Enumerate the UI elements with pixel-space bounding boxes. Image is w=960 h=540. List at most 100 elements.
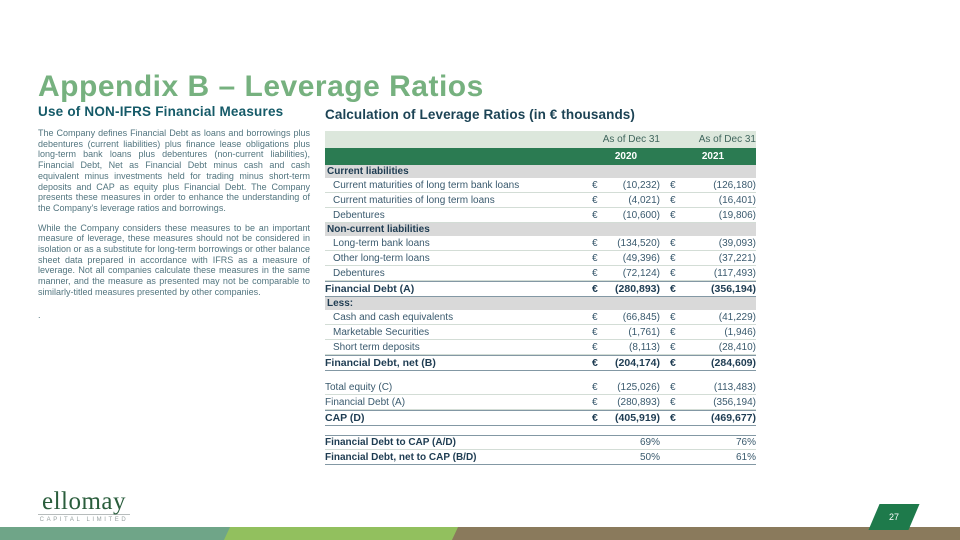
- table-row-data: Short term deposits € (8,113) € (28,410): [325, 340, 756, 355]
- row-label: Current maturities of long term bank loa…: [333, 179, 520, 191]
- table-header-year-row: 2020 2021: [325, 148, 756, 165]
- table-row-spacer: [325, 371, 756, 380]
- year-header-2021: 2021: [701, 151, 725, 162]
- row-label: Financial Debt to CAP (A/D): [325, 437, 456, 448]
- currency-symbol: €: [670, 252, 676, 264]
- value-2020: (72,124): [622, 267, 660, 279]
- table-header-period-row: As of Dec 31 As of Dec 31: [325, 131, 756, 148]
- left-panel-paragraph-2: While the Company considers these measur…: [38, 222, 310, 297]
- row-label: Long-term bank loans: [333, 237, 430, 249]
- value-2021: (356,194): [711, 283, 756, 295]
- section-header-label: Less:: [327, 298, 354, 309]
- currency-symbol: €: [670, 396, 676, 408]
- table-row-data: Debentures € (72,124) € (117,493): [325, 266, 756, 281]
- table-row-data: Long-term bank loans € (134,520) € (39,093): [325, 236, 756, 251]
- value-2021: (113,483): [713, 381, 756, 393]
- row-label: Financial Debt (A): [325, 396, 406, 408]
- period-label-2021: As of Dec 31: [698, 134, 756, 145]
- currency-symbol: €: [592, 194, 598, 206]
- row-label: Other long-term loans: [333, 252, 430, 264]
- row-label: Short term deposits: [333, 341, 420, 353]
- value-2020: (8,113): [629, 341, 660, 353]
- value-2020: (280,893): [617, 396, 660, 408]
- logo-wordmark: ellomay: [41, 488, 127, 515]
- currency-symbol: €: [592, 357, 598, 369]
- row-label: Financial Debt, net (B): [325, 357, 436, 369]
- row-label: CAP (D): [325, 412, 365, 424]
- currency-symbol: €: [592, 326, 598, 338]
- table-row-spacer: [325, 426, 756, 435]
- left-panel-heading: Use of NON-IFRS Financial Measures: [38, 104, 284, 119]
- value-2021: (41,229): [718, 311, 756, 323]
- value-2020: 50%: [639, 451, 660, 463]
- leverage-ratios-table: As of Dec 31 As of Dec 31 2020 2021 Curr…: [325, 131, 756, 465]
- currency-symbol: €: [670, 326, 676, 338]
- currency-symbol: €: [592, 252, 598, 264]
- left-panel-footnote: .: [38, 309, 41, 320]
- value-2020: (10,232): [622, 179, 660, 191]
- value-2021: 61%: [735, 451, 756, 463]
- currency-symbol: €: [670, 311, 676, 323]
- logo-divider: [38, 514, 130, 515]
- table-row-section: Less:: [325, 297, 756, 310]
- currency-symbol: €: [670, 209, 676, 221]
- row-label: Debentures: [333, 267, 385, 279]
- table-row-section: Non-current liabilities: [325, 223, 756, 236]
- currency-symbol: €: [670, 341, 676, 353]
- currency-symbol: €: [592, 209, 598, 221]
- value-2020: (134,520): [617, 237, 660, 249]
- value-2021: (117,493): [713, 267, 756, 279]
- value-2020: (49,396): [622, 252, 660, 264]
- value-2021: (1,946): [724, 326, 756, 338]
- currency-symbol: €: [592, 179, 598, 191]
- table-row-plain: Financial Debt (A) € (280,893) € (356,194): [325, 395, 756, 410]
- value-2021: (16,401): [718, 194, 756, 206]
- value-2021: (37,221): [718, 252, 756, 264]
- table-row-total: Financial Debt (A) € (280,893) € (356,194): [325, 281, 756, 297]
- value-2020: (66,845): [622, 311, 660, 323]
- section-header-label: Current liabilities: [327, 166, 409, 177]
- row-label: Financial Debt, net to CAP (B/D): [325, 451, 477, 463]
- currency-symbol: €: [670, 357, 676, 369]
- value-2020: (4,021): [628, 194, 660, 206]
- currency-symbol: €: [670, 283, 676, 295]
- table-row-total: CAP (D) € (405,919) € (469,677): [325, 410, 756, 426]
- ellomay-logo: ellomay CAPITAL LIMITED: [38, 488, 130, 523]
- value-2020: (405,919): [615, 412, 660, 424]
- value-2020: (280,893): [615, 283, 660, 295]
- currency-symbol: €: [592, 267, 598, 279]
- row-label: Total equity (C): [325, 381, 393, 393]
- table-row-data: Marketable Securities € (1,761) € (1,946): [325, 325, 756, 340]
- value-2020: (204,174): [615, 357, 660, 369]
- row-label: Financial Debt (A): [325, 283, 415, 295]
- currency-symbol: €: [670, 412, 676, 424]
- row-label: Marketable Securities: [333, 326, 430, 338]
- table-row-data: Current maturities of long term bank loa…: [325, 178, 756, 193]
- value-2020: (125,026): [617, 381, 660, 393]
- currency-symbol: €: [592, 412, 598, 424]
- currency-symbol: €: [592, 283, 598, 295]
- currency-symbol: €: [670, 179, 676, 191]
- currency-symbol: €: [592, 311, 598, 323]
- currency-symbol: €: [592, 237, 598, 249]
- row-label: Current maturities of long term loans: [333, 194, 495, 206]
- value-2021: (284,609): [711, 357, 756, 369]
- value-2020: (1,761): [628, 326, 660, 338]
- table-row-data: Debentures € (10,600) € (19,806): [325, 208, 756, 223]
- logo-subtext: CAPITAL LIMITED: [39, 517, 129, 523]
- value-2021: (356,194): [713, 396, 756, 408]
- row-label: Debentures: [333, 209, 385, 221]
- table-row-section: Current liabilities: [325, 165, 756, 178]
- value-2021: (19,806): [718, 209, 756, 221]
- currency-symbol: €: [670, 194, 676, 206]
- table-row-data: Other long-term loans € (49,396) € (37,221): [325, 251, 756, 266]
- table-body: Current liabilities Current maturities of…: [325, 165, 756, 465]
- table-row-plain: Total equity (C) € (125,026) € (113,483): [325, 380, 756, 395]
- value-2021: 76%: [735, 437, 756, 448]
- table-row-data: Cash and cash equivalents € (66,845) € (41,2…: [325, 310, 756, 325]
- table-title: Calculation of Leverage Ratios (in € tho…: [325, 107, 635, 122]
- currency-symbol: €: [592, 396, 598, 408]
- non-ifrs-measures-panel: Use of NON-IFRS Financial Measures The C…: [38, 104, 310, 320]
- page-number: 27: [888, 512, 899, 522]
- currency-symbol: €: [670, 237, 676, 249]
